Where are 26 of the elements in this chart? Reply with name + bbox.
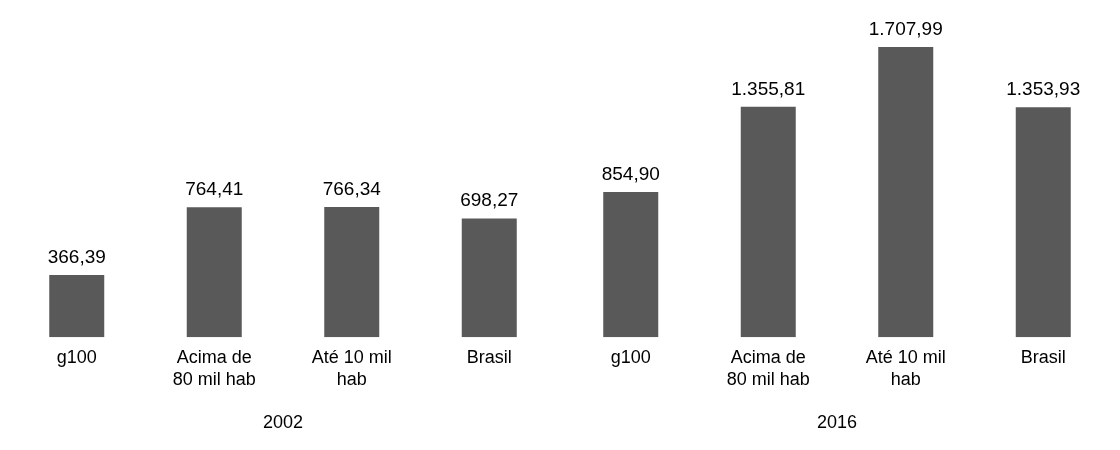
x-tick-label: Até 10 mil hab (865, 346, 946, 389)
x-axis-title: 2002 (262, 412, 304, 433)
data-label: 764,41 (185, 178, 244, 200)
data-label: 698,27 (460, 189, 519, 211)
x-tick-label: Acima de 80 mil hab (726, 346, 810, 389)
x-tick-label: Até 10 mil hab (311, 346, 392, 389)
bar (49, 274, 105, 338)
x-tick-label: Brasil (1020, 346, 1066, 367)
bar (878, 47, 934, 338)
bar (740, 106, 796, 338)
x-axis-title: 2016 (816, 412, 858, 433)
data-label: 854,90 (601, 162, 660, 184)
bar (1015, 107, 1071, 338)
bar (603, 191, 659, 338)
bar (186, 207, 242, 338)
data-label: 766,34 (322, 177, 382, 199)
data-label: 1.355,81 (731, 77, 806, 99)
data-label: 1.353,93 (1006, 77, 1081, 99)
bar (324, 207, 380, 338)
data-label: 366,39 (47, 245, 106, 267)
x-tick-label: g100 (610, 346, 651, 367)
bar (461, 218, 517, 338)
x-tick-label: Acima de 80 mil hab (172, 346, 256, 389)
data-label: 1.707,99 (868, 17, 943, 39)
x-tick-label: Brasil (466, 346, 512, 367)
x-tick-label: g100 (56, 346, 97, 367)
